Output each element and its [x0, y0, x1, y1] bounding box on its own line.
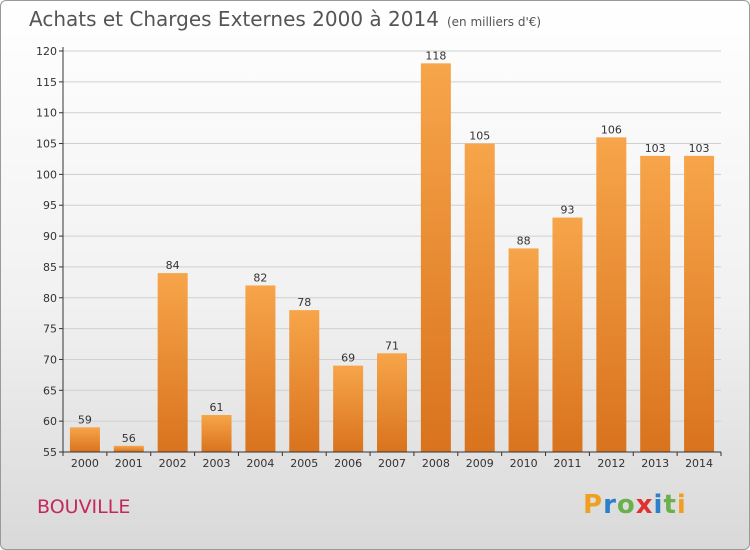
brand-logo-letter: i: [676, 490, 687, 520]
y-tick-label: 90: [43, 230, 57, 243]
bar-value-label: 88: [517, 234, 531, 247]
bar-value-label: 61: [210, 401, 224, 414]
x-tick-label: 2007: [378, 457, 406, 470]
bar-value-label: 78: [297, 296, 311, 309]
bar: [69, 427, 100, 452]
bar: [640, 155, 671, 452]
x-tick-label: 2011: [553, 457, 581, 470]
x-tick-label: 2013: [641, 457, 669, 470]
y-tick-label: 55: [43, 446, 57, 459]
brand-logo: Proxiti: [583, 490, 687, 520]
bars: [69, 63, 715, 453]
bar-value-label: 103: [645, 142, 666, 155]
x-tick-label: 2000: [71, 457, 99, 470]
brand-logo-letter: o: [616, 490, 636, 520]
x-tick-label: 2006: [334, 457, 362, 470]
bar-value-label: 106: [601, 123, 622, 136]
y-tick-label: 105: [36, 138, 57, 151]
y-tick-label: 75: [43, 323, 57, 336]
x-tick-label: 2009: [466, 457, 494, 470]
bar: [377, 353, 407, 452]
bar-value-label: 93: [560, 204, 574, 217]
axes: [59, 47, 722, 456]
bar: [552, 217, 583, 452]
x-tick-label: 2014: [685, 457, 713, 470]
bar-value-label: 71: [385, 339, 399, 352]
bar: [596, 137, 627, 452]
y-tick-label: 70: [43, 353, 57, 366]
bar: [157, 273, 188, 452]
y-tick-label: 95: [43, 199, 57, 212]
brand-logo-letter: x: [635, 490, 654, 520]
bar: [464, 143, 495, 453]
chart-title-text: Achats et Charges Externes 2000 à 2014: [29, 7, 439, 31]
x-tick-label: 2001: [115, 457, 143, 470]
y-tick-label: 110: [36, 107, 57, 120]
y-tick-label: 65: [43, 384, 57, 397]
bar: [245, 285, 276, 452]
brand-logo-letter: r: [603, 490, 617, 520]
brand-logo-letter: P: [583, 490, 604, 520]
y-tick-label: 85: [43, 261, 57, 274]
brand-logo-letter: t: [663, 490, 677, 520]
y-tick-label: 60: [43, 415, 57, 428]
bar-value-label: 56: [122, 432, 136, 445]
bar-value-label: 105: [469, 130, 490, 143]
bar: [420, 63, 451, 452]
x-tick-label: 2002: [159, 457, 187, 470]
bar-value-label: 84: [166, 259, 180, 272]
y-tick-label: 100: [36, 168, 57, 181]
bar: [113, 445, 144, 452]
bar-value-label: 82: [253, 271, 267, 284]
bar: [289, 310, 320, 452]
chart-subtitle: (en milliers d'€): [446, 15, 542, 29]
labels: 55 60 65 70 75 80 85 90 95 100 105 110 115 120 59 2000 5…: [36, 45, 713, 470]
x-tick-label: 2003: [203, 457, 231, 470]
bar-value-label: 118: [425, 49, 446, 62]
y-tick-label: 115: [36, 76, 57, 89]
bar-value-label: 103: [689, 142, 710, 155]
x-tick-label: 2008: [422, 457, 450, 470]
bar-value-label: 69: [341, 352, 355, 365]
brand-logo-letter: i: [653, 490, 664, 520]
x-tick-label: 2004: [246, 457, 274, 470]
y-tick-label: 80: [43, 292, 57, 305]
bar-value-label: 59: [78, 413, 92, 426]
bar: [508, 248, 539, 452]
chart-title: Achats et Charges Externes 2000 à 2014 (e…: [29, 7, 541, 31]
bar: [333, 365, 364, 452]
y-tick-label: 120: [36, 45, 57, 58]
x-tick-label: 2012: [597, 457, 625, 470]
commune-name: BOUVILLE: [37, 496, 131, 518]
x-tick-label: 2010: [510, 457, 538, 470]
bar: [684, 155, 715, 452]
x-tick-label: 2005: [290, 457, 318, 470]
bar: [201, 414, 232, 452]
